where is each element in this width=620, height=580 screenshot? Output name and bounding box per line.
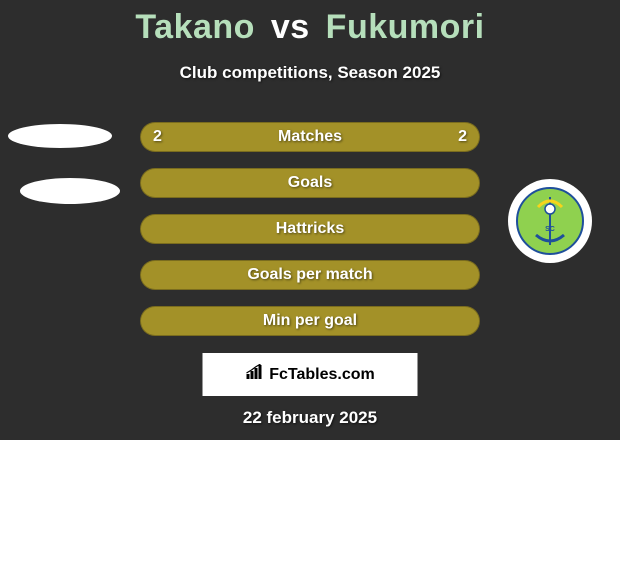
player1-name: Takano: [135, 8, 255, 46]
stat-value-left: 2: [153, 128, 162, 146]
placeholder-ellipse: [8, 124, 112, 148]
stat-row: 2 Matches 2: [140, 122, 480, 152]
stat-label: Min per goal: [263, 312, 357, 330]
vs-label: vs: [271, 8, 310, 46]
page-title: Takano vs Fukumori: [0, 0, 620, 47]
brand-text: FcTables.com: [269, 366, 375, 384]
stat-row: Goals per match: [140, 260, 480, 290]
stat-row: Min per goal: [140, 306, 480, 336]
placeholder-ellipse: [20, 178, 120, 204]
stat-rows: 2 Matches 2 Goals Hattricks Goals per match Mi…: [140, 122, 480, 352]
team-crest-icon: SC: [516, 187, 584, 255]
chart-icon: [245, 364, 265, 385]
svg-text:SC: SC: [545, 226, 555, 233]
brand-box: FcTables.com: [203, 353, 418, 396]
player2-name: Fukumori: [326, 8, 485, 46]
stat-label: Goals: [288, 174, 332, 192]
date-label: 22 february 2025: [0, 408, 620, 428]
brand-label: FcTables.com: [245, 364, 375, 385]
team-logo-right: SC: [508, 179, 592, 263]
stat-value-right: 2: [458, 128, 467, 146]
stat-row: Hattricks: [140, 214, 480, 244]
subtitle: Club competitions, Season 2025: [0, 63, 620, 83]
stat-label: Hattricks: [276, 220, 344, 238]
stat-label: Goals per match: [247, 266, 372, 284]
stat-row: Goals: [140, 168, 480, 198]
stat-label: Matches: [278, 128, 342, 146]
infographic-stage: Takano vs Fukumori Club competitions, Se…: [0, 0, 620, 440]
